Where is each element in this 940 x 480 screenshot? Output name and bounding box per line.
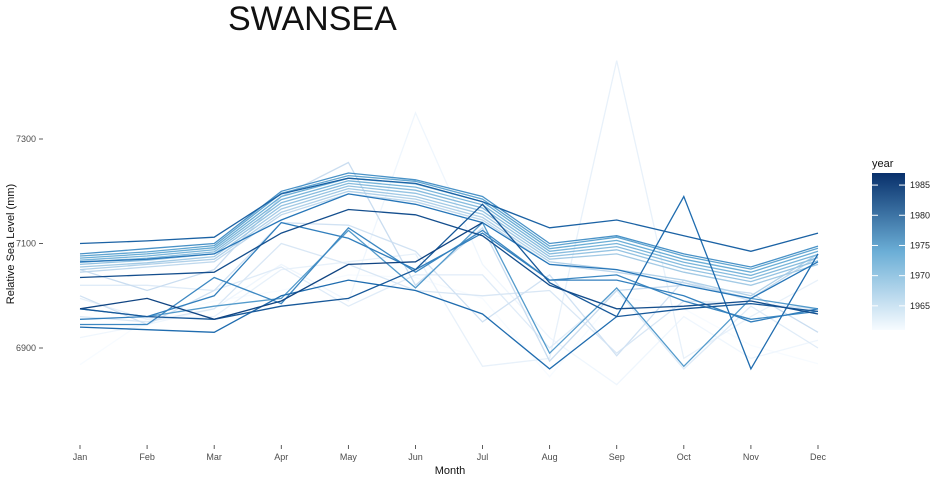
series-line-1982: [79, 177, 819, 252]
series-line-1980: [79, 193, 819, 300]
y-axis: 6900 7100 7300: [16, 134, 43, 353]
x-tick-label: Jan: [73, 452, 88, 462]
x-tick-label: Jun: [408, 452, 423, 462]
x-tick-label: Nov: [743, 452, 760, 462]
legend-colorbar: [872, 173, 905, 330]
x-tick-label: May: [340, 452, 358, 462]
legend-tick-label: 1985: [910, 180, 930, 190]
series-line-1963: [79, 60, 819, 367]
legend-tick-label: 1980: [910, 210, 930, 220]
series-line-1961: [79, 274, 819, 378]
x-tick-label: Mar: [206, 452, 222, 462]
x-tick-label: Jul: [477, 452, 489, 462]
series-line-1979: [79, 221, 819, 323]
series-line-1965: [79, 242, 819, 355]
x-axis-title: Month: [435, 465, 466, 477]
series-line-1975: [79, 174, 819, 270]
y-tick-label: 6900: [16, 343, 36, 353]
series-line-1973: [79, 180, 819, 277]
series-line-1972: [79, 182, 819, 280]
series-line-1983: [79, 203, 819, 320]
y-tick-label: 7100: [16, 239, 36, 249]
series-line-1981: [79, 194, 819, 371]
legend-tick-label: 1975: [910, 240, 930, 250]
legend-title: year: [872, 158, 894, 170]
series-layer: [79, 60, 819, 386]
x-tick-label: Dec: [810, 452, 827, 462]
x-tick-label: Sep: [609, 452, 625, 462]
series-line-1984: [79, 208, 819, 315]
series-line-1977: [79, 172, 819, 268]
legend-ticks: 1965 1970 1975 1980 1985: [872, 180, 930, 311]
legend-tick-label: 1965: [910, 301, 930, 311]
series-line-1970: [79, 187, 819, 286]
x-tick-label: Feb: [139, 452, 155, 462]
legend: year 1965 1970 1975 1980 1985: [872, 158, 930, 330]
series-line-1966: [79, 221, 819, 357]
series-line-1964: [80, 266, 819, 370]
y-tick-label: 7300: [16, 134, 36, 144]
x-tick-label: Aug: [542, 452, 558, 462]
x-tick-label: Apr: [274, 452, 288, 462]
x-tick-label: Oct: [677, 452, 692, 462]
chart-title: SWANSEA: [228, 0, 397, 38]
series-line-1985: [79, 222, 483, 320]
legend-tick-label: 1970: [910, 271, 930, 281]
x-axis: Jan Feb Mar Apr May Jun Jul Aug Sep Oct Nov Dec: [73, 445, 827, 462]
series-line-1976: [79, 221, 819, 368]
series-line-1968: [79, 193, 819, 300]
y-axis-title: Relative Sea Level (mm): [5, 184, 17, 304]
series-line-1969: [79, 190, 819, 297]
